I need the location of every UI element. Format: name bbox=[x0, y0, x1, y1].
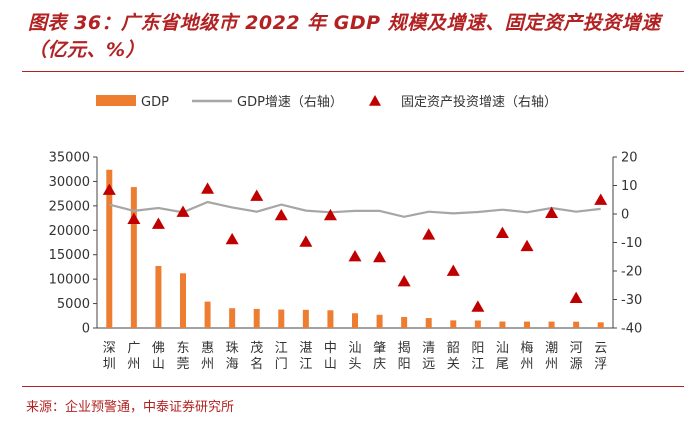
left-tick-label: 5000 bbox=[57, 297, 90, 312]
investment-growth-marker bbox=[569, 291, 583, 303]
category-label: 中山 bbox=[324, 341, 337, 372]
investment-growth-marker bbox=[446, 264, 460, 276]
investment-growth-marker bbox=[225, 232, 239, 245]
right-tick-label: -10 bbox=[621, 236, 642, 251]
investment-growth-marker bbox=[176, 205, 190, 217]
gdp-bar bbox=[106, 169, 113, 328]
investment-growth-marker bbox=[471, 300, 485, 312]
right-tick-label: -40 bbox=[621, 322, 642, 337]
left-tick-label: 0 bbox=[82, 322, 90, 337]
category-label: 深圳 bbox=[103, 341, 116, 372]
category-label: 湛江 bbox=[299, 341, 312, 372]
category-label: 江门 bbox=[275, 341, 288, 372]
legend-investment-label: 固定资产投资增速（右轴） bbox=[401, 94, 557, 110]
category-label: 广州 bbox=[127, 341, 140, 372]
investment-growth-marker bbox=[373, 250, 387, 263]
gdp-bar bbox=[401, 316, 408, 328]
gdp-bar bbox=[278, 309, 285, 328]
category-label: 汕头 bbox=[348, 341, 361, 372]
gdp-bar bbox=[499, 321, 506, 328]
category-label: 河源 bbox=[570, 341, 583, 372]
category-label: 韶关 bbox=[447, 340, 460, 372]
category-label: 潮州 bbox=[545, 341, 558, 372]
investment-growth-marker bbox=[594, 193, 608, 205]
category-label: 汕尾 bbox=[496, 341, 509, 372]
gdp-bar bbox=[204, 301, 211, 328]
investment-growth-marker bbox=[201, 182, 215, 194]
legend-gdp-swatch bbox=[96, 95, 136, 106]
gdp-bar bbox=[229, 308, 236, 328]
category-label: 佛山 bbox=[152, 341, 165, 372]
legend-growth-label: GDP增速（右轴） bbox=[237, 95, 343, 110]
right-tick-label: 0 bbox=[621, 208, 629, 223]
gdp-bar bbox=[425, 318, 432, 328]
source-note: 来源：企业预警通，中泰证券研究所 bbox=[26, 400, 235, 415]
investment-growth-marker bbox=[422, 228, 436, 240]
gdp-bar bbox=[548, 321, 555, 328]
right-tick-label: -30 bbox=[621, 293, 642, 308]
category-label: 珠海 bbox=[226, 341, 239, 372]
footer-divider bbox=[22, 386, 684, 387]
investment-growth-marker bbox=[151, 217, 165, 229]
left-tick-label: 20000 bbox=[49, 224, 90, 239]
gdp-bar bbox=[450, 320, 457, 328]
chart-title: 图表 36：广东省地级市 2022 年 GDP 规模及增速、固定资产投资增速（亿… bbox=[28, 12, 661, 61]
category-label: 梅州 bbox=[520, 341, 533, 372]
investment-growth-marker bbox=[250, 189, 264, 201]
investment-growth-marker bbox=[127, 212, 141, 225]
gdp-bar bbox=[155, 265, 162, 328]
investment-growth-marker bbox=[102, 183, 116, 195]
category-label: 茂名 bbox=[250, 341, 263, 372]
gdp-bar bbox=[474, 320, 481, 328]
right-tick-label: -20 bbox=[621, 265, 642, 280]
gdp-bar bbox=[597, 322, 604, 328]
investment-growth-marker bbox=[299, 235, 313, 247]
investment-growth-marker bbox=[323, 208, 337, 221]
gdp-bar bbox=[253, 308, 260, 328]
category-label: 清远 bbox=[422, 341, 435, 372]
category-label: 东莞 bbox=[176, 341, 189, 372]
title-divider bbox=[22, 71, 684, 72]
investment-growth-marker bbox=[348, 249, 362, 262]
investment-growth-marker bbox=[274, 208, 288, 221]
gdp-growth-line bbox=[109, 200, 601, 218]
legend-gdp-label: GDP bbox=[141, 95, 169, 110]
category-label: 揭阳 bbox=[398, 341, 411, 372]
left-tick-label: 15000 bbox=[49, 248, 90, 263]
category-label: 云浮 bbox=[594, 341, 607, 372]
investment-growth-marker bbox=[397, 275, 411, 287]
investment-growth-marker bbox=[520, 239, 534, 252]
category-label: 阳江 bbox=[471, 341, 484, 372]
gdp-bar bbox=[327, 310, 334, 328]
gdp-bar bbox=[376, 314, 383, 328]
gdp-bar bbox=[352, 313, 358, 328]
left-tick-label: 35000 bbox=[49, 151, 90, 166]
gdp-bar bbox=[302, 309, 309, 328]
left-tick-label: 30000 bbox=[49, 175, 90, 190]
gdp-bar bbox=[573, 321, 580, 328]
left-tick-label: 10000 bbox=[49, 273, 90, 288]
investment-growth-marker bbox=[495, 226, 509, 238]
category-label: 惠州 bbox=[201, 341, 214, 372]
category-label: 肇庆 bbox=[373, 341, 386, 372]
legend-investment-swatch bbox=[369, 95, 381, 106]
left-tick-label: 25000 bbox=[49, 199, 90, 214]
gdp-bar bbox=[524, 321, 530, 328]
gdp-bar bbox=[130, 187, 137, 328]
right-tick-label: 10 bbox=[621, 179, 638, 194]
investment-growth-marker bbox=[545, 206, 559, 219]
right-tick-label: 20 bbox=[621, 151, 638, 166]
gdp-bar bbox=[180, 273, 186, 328]
